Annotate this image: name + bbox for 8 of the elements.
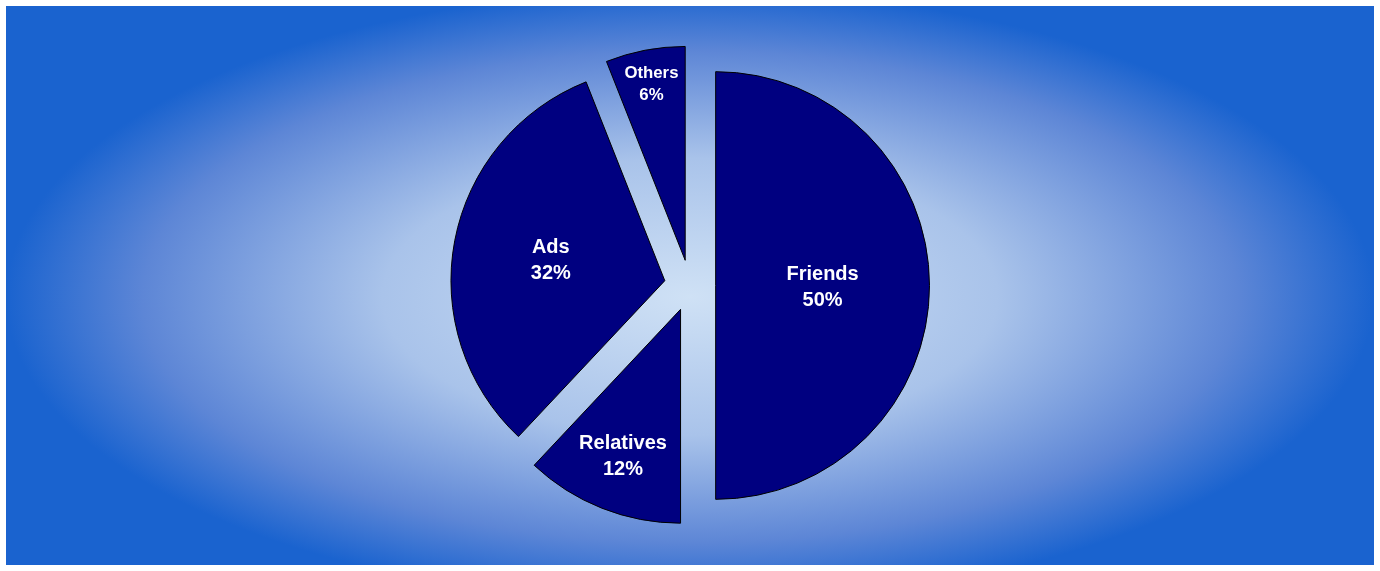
data-label: 12% <box>603 456 644 479</box>
slice-label: Others <box>624 63 679 83</box>
slice-label: Relatives <box>579 430 667 453</box>
slice-label: Ads <box>531 234 570 257</box>
data-label: 50% <box>802 287 843 310</box>
data-label: 32% <box>530 260 572 283</box>
data-label: 6% <box>639 85 664 105</box>
slice-label: Friends <box>786 261 859 284</box>
